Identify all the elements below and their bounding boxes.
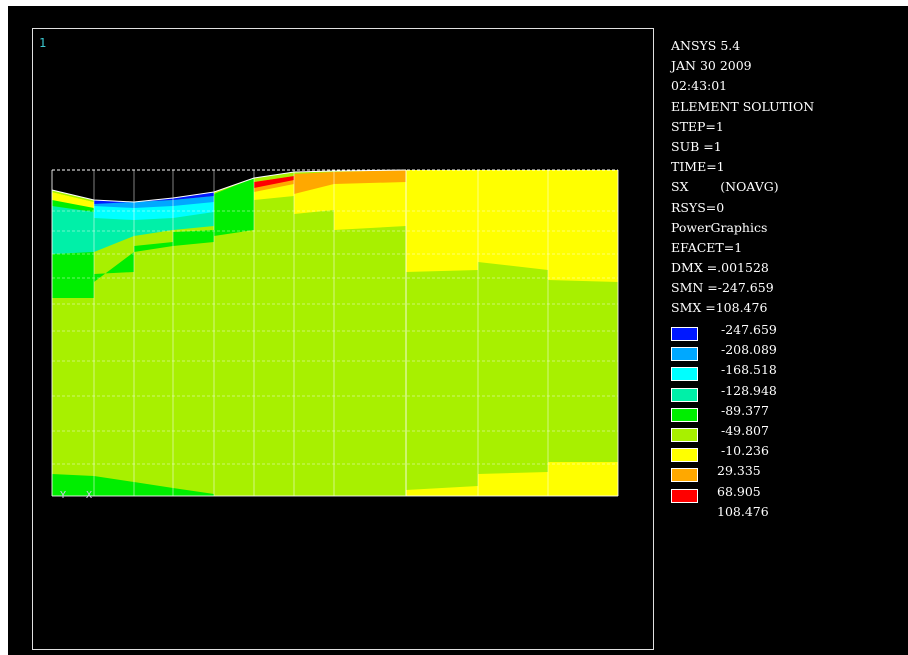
legend-value: -49.807 bbox=[717, 422, 769, 438]
legend-value: -128.948 bbox=[717, 382, 777, 398]
info-line: SMX =108.476 bbox=[671, 300, 768, 316]
region-yellow-right bbox=[406, 170, 618, 282]
legend-swatch bbox=[671, 407, 698, 422]
legend-swatch bbox=[671, 468, 698, 483]
info-line: ANSYS 5.4 bbox=[671, 38, 741, 53]
ansys-graphics-window: 1 bbox=[8, 6, 908, 655]
solution-info-panel: ANSYS 5.4 JAN 30 2009 02:43:01 ELEMENT S… bbox=[671, 36, 814, 319]
mesh-body bbox=[52, 170, 618, 496]
info-line: EFACET=1 bbox=[671, 239, 743, 255]
contour-plot bbox=[51, 169, 619, 497]
legend-swatch bbox=[671, 427, 698, 442]
info-line: SMN =-247.659 bbox=[671, 280, 774, 296]
region-red-top bbox=[254, 176, 294, 188]
legend-entry: -49.807 bbox=[671, 421, 831, 442]
legend-entry: -10.236 bbox=[671, 441, 831, 463]
legend-entry: 29.335 bbox=[671, 461, 831, 483]
info-line: 02:43:01 bbox=[671, 78, 728, 94]
region-orange-top bbox=[294, 172, 334, 194]
legend-entry: -128.948 bbox=[671, 381, 831, 402]
legend-entry: 108.476 bbox=[671, 502, 831, 522]
legend-value: -10.236 bbox=[717, 443, 769, 459]
region-left-blue bbox=[94, 192, 214, 204]
info-line: STEP=1 bbox=[671, 118, 724, 134]
legend-swatch bbox=[671, 387, 698, 402]
info-line: SX (NOAVG) bbox=[671, 179, 779, 195]
legend-value: 108.476 bbox=[717, 503, 769, 519]
region-yellow-mid bbox=[334, 170, 406, 230]
legend-swatch bbox=[671, 347, 698, 362]
contour-legend: -247.659 -208.089 -168.518 -128.948 -89.… bbox=[671, 320, 831, 522]
legend-value: -247.659 bbox=[717, 322, 777, 337]
info-line: SUB =1 bbox=[671, 138, 722, 154]
region-left-yellow-top bbox=[52, 192, 94, 208]
legend-entry: -89.377 bbox=[671, 401, 831, 422]
region-bottom-yellow bbox=[406, 462, 618, 496]
legend-entry: -168.518 bbox=[671, 360, 831, 382]
legend-value: 29.335 bbox=[717, 463, 761, 479]
region-orange-top2 bbox=[334, 170, 406, 184]
region-green-mid bbox=[214, 178, 254, 236]
region-bottom-green bbox=[52, 474, 214, 496]
legend-entry: -247.659 bbox=[671, 320, 831, 341]
plot-viewport-frame bbox=[32, 28, 654, 650]
legend-swatch bbox=[671, 327, 698, 341]
info-line: JAN 30 2009 bbox=[671, 58, 752, 74]
x-axis-label: X bbox=[86, 490, 93, 501]
legend-swatch bbox=[671, 367, 698, 382]
undeformed-outline bbox=[51, 169, 618, 203]
legend-swatch bbox=[671, 448, 698, 463]
legend-value: -208.089 bbox=[717, 342, 777, 358]
window-number: 1 bbox=[39, 36, 47, 50]
info-line: RSYS=0 bbox=[671, 199, 725, 215]
legend-swatch bbox=[671, 488, 698, 503]
region-left-teal bbox=[52, 206, 214, 254]
legend-entry: -208.089 bbox=[671, 340, 831, 362]
info-line: TIME=1 bbox=[671, 159, 725, 175]
legend-value: 68.905 bbox=[717, 483, 761, 499]
legend-value: -89.377 bbox=[717, 402, 769, 418]
legend-entry: 68.905 bbox=[671, 482, 831, 503]
info-line: ELEMENT SOLUTION bbox=[671, 98, 815, 114]
y-axis-label: Y bbox=[60, 490, 67, 501]
info-line: PowerGraphics bbox=[671, 219, 768, 235]
mesh-grid bbox=[51, 170, 619, 497]
region-left-lightblue bbox=[94, 196, 214, 208]
legend-value: -168.518 bbox=[717, 362, 777, 378]
info-line: DMX =.001528 bbox=[671, 260, 769, 276]
